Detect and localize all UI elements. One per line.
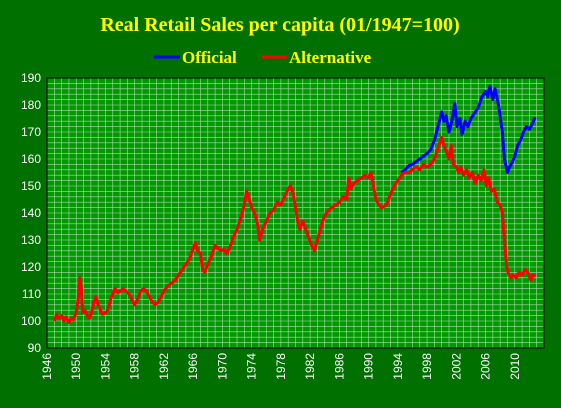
y-tick-label: 100 [21, 314, 41, 328]
x-tick-label: 1946 [40, 353, 54, 380]
plot-border [46, 77, 545, 349]
series-layer [52, 84, 537, 324]
x-tick-label: 1962 [157, 353, 171, 380]
y-tick-label: 170 [21, 125, 41, 139]
y-tick-label: 190 [21, 71, 41, 85]
y-tick-label: 120 [21, 260, 41, 274]
y-tick-label: 150 [21, 179, 41, 193]
x-tick-label: 1966 [186, 353, 200, 380]
axes: 90 100 110 120 130 140 150 160 170 180 190 1946 1950… [21, 71, 545, 380]
y-tick-label: 140 [21, 206, 41, 220]
x-tick-label: 2002 [449, 353, 463, 380]
x-tick-label: 1978 [274, 353, 288, 380]
x-tick-label: 1982 [303, 353, 317, 380]
x-tick-label: 1958 [128, 353, 142, 380]
legend-label-alternative: Alternative [289, 48, 372, 67]
x-tick-label: 1970 [215, 353, 229, 380]
x-tick-label: 1998 [420, 353, 434, 380]
x-tick-label: 1990 [362, 353, 376, 380]
x-tick-label: 1950 [69, 353, 83, 380]
x-tick-label: 1986 [332, 353, 346, 380]
y-tick-label: 130 [21, 233, 41, 247]
series-line-official [400, 84, 537, 174]
series-line-alternative [52, 135, 536, 324]
x-tick-label: 2010 [508, 353, 522, 380]
x-tick-label: 1974 [245, 353, 259, 380]
y-tick-label: 110 [22, 287, 41, 301]
y-tick-label: 90 [28, 341, 42, 355]
y-tick-label: 160 [21, 152, 41, 166]
legend: Official Alternative [154, 48, 372, 67]
x-tick-label: 1994 [391, 353, 405, 380]
y-tick-label: 180 [21, 98, 41, 112]
x-tick-label: 1954 [98, 353, 112, 380]
chart-title: Real Retail Sales per capita (01/1947=10… [100, 14, 459, 36]
legend-label-official: Official [182, 48, 237, 67]
x-tick-label: 2006 [479, 353, 493, 380]
